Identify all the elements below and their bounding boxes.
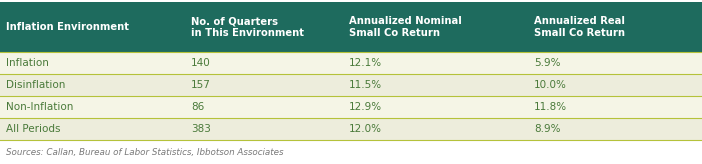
FancyBboxPatch shape [0, 2, 702, 52]
FancyBboxPatch shape [0, 52, 702, 74]
FancyBboxPatch shape [0, 96, 702, 118]
Text: 8.9%: 8.9% [534, 124, 560, 134]
Text: 12.0%: 12.0% [349, 124, 382, 134]
Text: Annualized Nominal
Small Co Return: Annualized Nominal Small Co Return [349, 16, 462, 38]
Text: No. of Quarters
in This Environment: No. of Quarters in This Environment [191, 16, 304, 38]
Text: All Periods: All Periods [6, 124, 60, 134]
Text: 157: 157 [191, 80, 211, 90]
Text: 12.1%: 12.1% [349, 58, 382, 68]
Text: Annualized Real
Small Co Return: Annualized Real Small Co Return [534, 16, 625, 38]
Text: 11.5%: 11.5% [349, 80, 382, 90]
Text: Inflation: Inflation [6, 58, 49, 68]
Text: 12.9%: 12.9% [349, 102, 382, 112]
Text: Sources: Callan, Bureau of Labor Statistics, Ibbotson Associates: Sources: Callan, Bureau of Labor Statist… [6, 148, 284, 157]
Text: 11.8%: 11.8% [534, 102, 567, 112]
Text: Inflation Environment: Inflation Environment [6, 22, 129, 32]
Text: 383: 383 [191, 124, 211, 134]
Text: 86: 86 [191, 102, 204, 112]
FancyBboxPatch shape [0, 74, 702, 96]
Text: Non-Inflation: Non-Inflation [6, 102, 74, 112]
Text: Disinflation: Disinflation [6, 80, 65, 90]
Text: 5.9%: 5.9% [534, 58, 560, 68]
Text: 10.0%: 10.0% [534, 80, 567, 90]
Text: 140: 140 [191, 58, 211, 68]
FancyBboxPatch shape [0, 118, 702, 140]
